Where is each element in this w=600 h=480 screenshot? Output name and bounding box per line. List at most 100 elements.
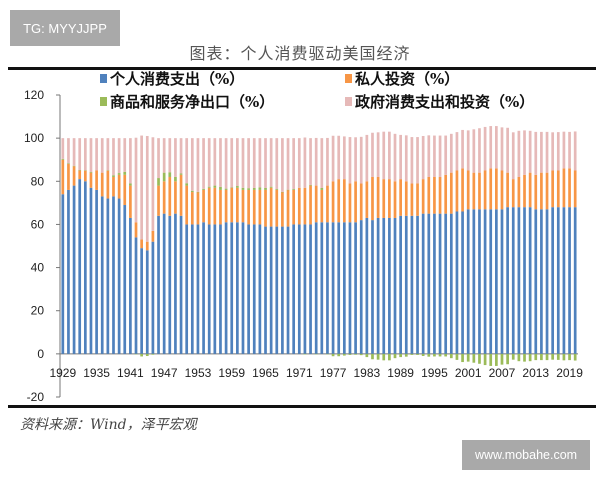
x-tick-label: 2019 [556,366,583,380]
bar-segment [455,132,459,171]
bar-segment [286,226,290,354]
bar-segment [61,158,65,160]
bar-segment [219,224,222,354]
bar-segment [292,224,296,354]
bar-segment [275,189,279,227]
bar-segment [252,224,256,354]
bar-segment [83,170,87,171]
bar-segment [433,135,436,177]
bar-segment [517,353,521,362]
bar-segment [511,132,515,180]
y-tick-label: 80 [31,174,45,188]
bar-segment [511,179,515,208]
bar-segment [506,207,509,354]
bar-segment [444,135,448,175]
bar-segment [309,138,312,185]
bar-segment [326,137,329,186]
bar-segment [207,138,211,187]
bar-segment [106,138,110,171]
bar-segment [292,189,296,190]
bar-segment [241,189,245,223]
bar-segment [297,224,301,354]
bar-segment [236,222,239,354]
bar-segment [207,186,211,188]
bar-segment [506,353,509,365]
bar-segment [269,138,273,187]
bar-segment [123,138,127,172]
bar-segment [157,185,160,216]
bar-segment [213,224,217,354]
bar-segment [500,170,504,210]
bar-segment [399,353,402,358]
bar-segment [478,172,481,210]
bottom-divider [8,405,596,408]
bar-segment [106,198,110,354]
bar-segment [314,137,318,186]
bar-segment [449,353,453,359]
bar-segment [213,185,217,188]
y-tick-label: 100 [24,131,44,145]
bar-segment [95,138,98,171]
y-tick-label: -20 [27,390,45,404]
bar-segment [196,191,200,193]
bar-segment [174,176,177,182]
bar-segment [337,179,341,223]
watermark-bottom: www.mobahe.com [462,440,590,470]
bar-segment [348,183,352,223]
bar-segment [123,171,127,175]
bar-segment [382,217,386,354]
x-tick-label: 1935 [83,366,110,380]
bar-segment [67,164,70,190]
bar-segment [303,187,307,225]
bar-segment [399,179,402,216]
legend-swatch [345,74,352,83]
bar-segment [404,353,408,357]
bar-segment [354,137,357,182]
bar-segment [309,184,312,186]
bar-segment [219,138,222,187]
bar-segment [359,220,363,354]
bar-segment [168,176,172,216]
bar-segment [61,159,65,195]
bar-segment [281,192,284,227]
bar-segment [545,209,549,354]
legend-label: 商品和服务净出口（%） [110,93,274,111]
bar-segment [506,127,509,173]
bar-segment [309,185,312,225]
bar-segment [179,215,183,354]
bar-segment [371,132,374,177]
bar-segment [489,353,493,366]
legend-swatch [100,74,107,83]
bar-segment [472,129,476,173]
bar-segment [264,189,267,227]
bar-segment [416,353,419,355]
bar-segment [117,198,121,354]
bar-segment [185,224,189,354]
bar-segment [326,185,329,223]
bar-segment [331,181,335,223]
bar-segment [511,207,515,354]
bar-segment [190,224,194,354]
bar-segment [123,205,127,354]
legend-label: 私人投资（%） [354,70,459,88]
bar-segment [145,250,149,354]
bar-segment [545,172,549,210]
bar-segment [466,170,470,210]
bar-segment [404,135,408,182]
bar-segment [342,353,346,356]
bar-segment [472,209,476,354]
bar-segment [236,187,239,223]
bar-segment [359,353,363,356]
bar-segment [78,179,82,354]
bar-segment [568,131,571,169]
bar-segment [196,192,200,225]
bar-segment [540,209,543,354]
bar-segment [337,135,341,180]
bar-segment [354,353,357,355]
bar-segment [303,224,307,354]
bar-segment [185,183,189,186]
bar-segment [202,189,205,223]
bar-segment [78,170,82,171]
bar-segment [371,220,374,354]
bar-segment [281,191,284,193]
